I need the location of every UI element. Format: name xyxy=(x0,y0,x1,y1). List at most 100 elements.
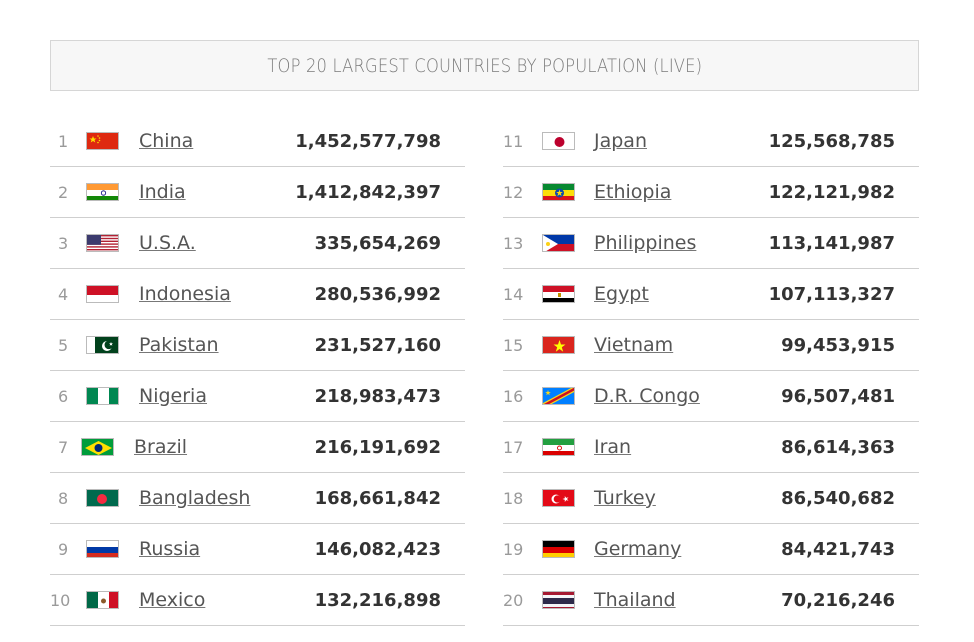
population-value: 84,421,743 xyxy=(781,538,895,560)
population-value: 218,983,473 xyxy=(314,385,441,407)
population-value: 231,527,160 xyxy=(314,334,441,356)
rank-number: 17 xyxy=(503,437,524,457)
country-link[interactable]: Thailand xyxy=(594,589,676,611)
table-row: 3 U.S.A. 335,654,269 xyxy=(50,218,465,269)
country-link[interactable]: Pakistan xyxy=(139,334,219,356)
population-value: 70,216,246 xyxy=(781,589,895,611)
table-row: 7 Brazil 216,191,692 xyxy=(50,422,465,473)
rank-number: 16 xyxy=(503,386,524,406)
table-row: 12 Ethiopia 122,121,982 xyxy=(503,167,919,218)
table-row: 1 China 1,452,577,798 xyxy=(50,116,465,167)
bangladesh-flag-icon xyxy=(86,489,119,507)
rank-number: 19 xyxy=(503,539,524,559)
population-value: 99,453,915 xyxy=(781,334,895,356)
rank-number: 12 xyxy=(503,182,524,202)
population-value: 1,412,842,397 xyxy=(295,181,441,203)
country-link[interactable]: Bangladesh xyxy=(139,487,251,509)
country-link[interactable]: Philippines xyxy=(594,232,697,254)
rank-number: 5 xyxy=(58,335,69,355)
country-link[interactable]: Indonesia xyxy=(139,283,231,305)
country-link[interactable]: Nigeria xyxy=(139,385,207,407)
country-link[interactable]: Germany xyxy=(594,538,682,560)
japan-flag-icon xyxy=(542,132,575,150)
pakistan-flag-icon xyxy=(86,336,119,354)
indonesia-flag-icon xyxy=(86,285,119,303)
country-link[interactable]: India xyxy=(139,181,186,203)
rank-number: 1 xyxy=(58,131,69,151)
population-value: 1,452,577,798 xyxy=(295,130,441,152)
country-link[interactable]: D.R. Congo xyxy=(594,385,700,407)
ethiopia-flag-icon xyxy=(542,183,575,201)
usa-flag-icon xyxy=(86,234,119,252)
table-row: 14 Egypt 107,113,327 xyxy=(503,269,919,320)
population-value: 96,507,481 xyxy=(781,385,895,407)
population-value: 107,113,327 xyxy=(768,283,895,305)
country-link[interactable]: U.S.A. xyxy=(139,232,196,254)
country-link[interactable]: Turkey xyxy=(594,487,656,509)
population-value: 146,082,423 xyxy=(314,538,441,560)
china-flag-icon xyxy=(86,132,119,150)
rank-number: 2 xyxy=(58,182,69,202)
table-row: 17 Iran 86,614,363 xyxy=(503,422,919,473)
russia-flag-icon xyxy=(86,540,119,558)
rank-number: 11 xyxy=(503,131,524,151)
population-value: 216,191,692 xyxy=(314,436,441,458)
rank-number: 7 xyxy=(58,437,69,457)
table-row: 4 Indonesia 280,536,992 xyxy=(50,269,465,320)
germany-flag-icon xyxy=(542,540,575,558)
country-link[interactable]: Ethiopia xyxy=(594,181,672,203)
dr-congo-flag-icon xyxy=(542,387,575,405)
country-link[interactable]: China xyxy=(139,130,194,152)
country-link[interactable]: Russia xyxy=(139,538,201,560)
thailand-flag-icon xyxy=(542,591,575,609)
table-row: 19 Germany 84,421,743 xyxy=(503,524,919,575)
rank-number: 20 xyxy=(503,590,524,610)
rank-number: 9 xyxy=(58,539,69,559)
rank-number: 13 xyxy=(503,233,524,253)
table-row: 5 Pakistan 231,527,160 xyxy=(50,320,465,371)
rank-number: 18 xyxy=(503,488,524,508)
philippines-flag-icon xyxy=(542,234,575,252)
rank-number: 10 xyxy=(50,590,71,610)
rank-number: 4 xyxy=(58,284,69,304)
population-value: 132,216,898 xyxy=(314,589,441,611)
rank-number: 15 xyxy=(503,335,524,355)
population-value: 86,614,363 xyxy=(781,436,895,458)
country-link[interactable]: Iran xyxy=(594,436,632,458)
population-value: 113,141,987 xyxy=(768,232,895,254)
table-row: 18 Turkey 86,540,682 xyxy=(503,473,919,524)
turkey-flag-icon xyxy=(542,489,575,507)
country-link[interactable]: Vietnam xyxy=(594,334,674,356)
iran-flag-icon xyxy=(542,438,575,456)
table-row: 10 Mexico 132,216,898 xyxy=(50,575,465,626)
country-link[interactable]: Japan xyxy=(594,130,647,152)
rank-number: 6 xyxy=(58,386,69,406)
table-row: 20 Thailand 70,216,246 xyxy=(503,575,919,626)
vietnam-flag-icon xyxy=(542,336,575,354)
brazil-flag-icon xyxy=(81,438,114,456)
rank-number: 3 xyxy=(58,233,69,253)
country-link[interactable]: Mexico xyxy=(139,589,206,611)
nigeria-flag-icon xyxy=(86,387,119,405)
table-row: 2 India 1,412,842,397 xyxy=(50,167,465,218)
table-title-bar: TOP 20 LARGEST COUNTRIES BY POPULATION (… xyxy=(50,40,919,91)
population-value: 125,568,785 xyxy=(768,130,895,152)
mexico-flag-icon xyxy=(86,591,119,609)
country-link[interactable]: Egypt xyxy=(594,283,649,305)
country-link[interactable]: Brazil xyxy=(134,436,188,458)
table-row: 11 Japan 125,568,785 xyxy=(503,116,919,167)
population-value: 280,536,992 xyxy=(314,283,441,305)
table-row: 9 Russia 146,082,423 xyxy=(50,524,465,575)
rank-number: 14 xyxy=(503,284,524,304)
population-value: 122,121,982 xyxy=(768,181,895,203)
india-flag-icon xyxy=(86,183,119,201)
table-row: 15 Vietnam 99,453,915 xyxy=(503,320,919,371)
population-value: 86,540,682 xyxy=(781,487,895,509)
table-title: TOP 20 LARGEST COUNTRIES BY POPULATION (… xyxy=(267,54,702,77)
egypt-flag-icon xyxy=(542,285,575,303)
table-row: 6 Nigeria 218,983,473 xyxy=(50,371,465,422)
rank-number: 8 xyxy=(58,488,69,508)
population-value: 335,654,269 xyxy=(314,232,441,254)
ranking-list-left: 1 China 1,452,577,798 2 India 1,412,842,… xyxy=(50,116,465,626)
ranking-list-right: 11 Japan 125,568,785 12 Ethiopia 122,121… xyxy=(503,116,919,626)
